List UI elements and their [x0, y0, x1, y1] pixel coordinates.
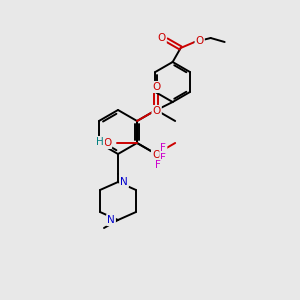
Text: O: O — [103, 138, 111, 148]
Text: O: O — [196, 36, 204, 46]
Text: O: O — [152, 82, 160, 92]
Text: N: N — [107, 215, 115, 225]
Text: F: F — [155, 160, 161, 170]
Text: H: H — [96, 137, 104, 147]
Text: F: F — [160, 143, 166, 153]
Text: N: N — [120, 177, 128, 187]
Text: O: O — [152, 106, 161, 116]
Text: O: O — [152, 150, 160, 160]
Text: O: O — [158, 33, 166, 43]
Text: F: F — [160, 153, 166, 163]
